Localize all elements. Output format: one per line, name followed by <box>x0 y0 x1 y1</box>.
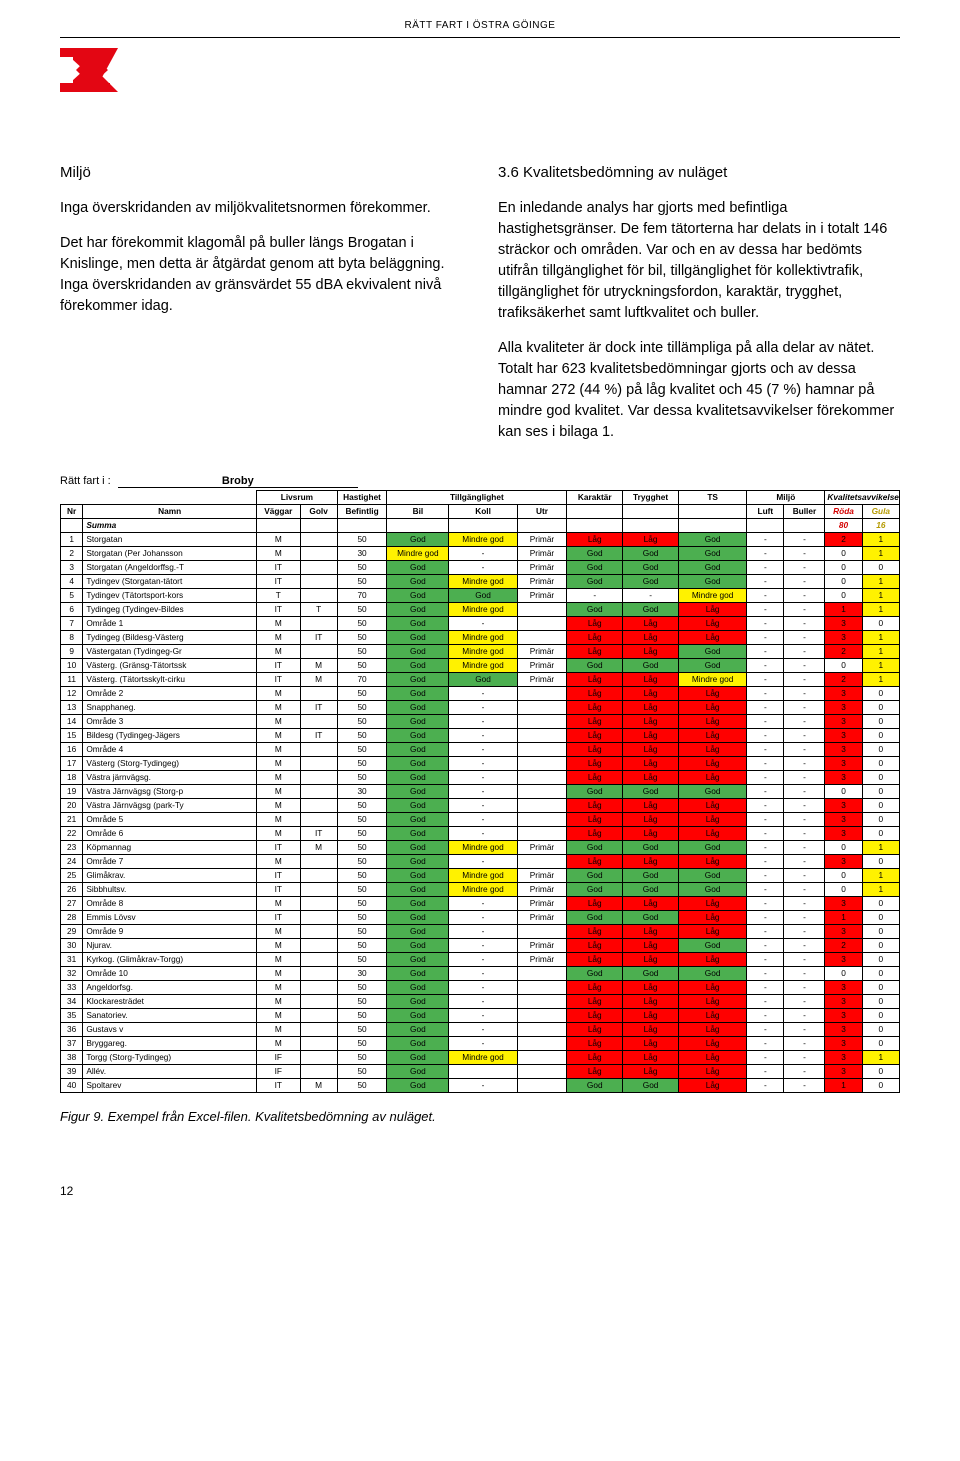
column-header <box>623 504 679 518</box>
table-row: 32Område 10M30God-GodGodGod--00 <box>61 966 900 980</box>
table-row: 15Bildesg (Tydingeg-JägersMIT50God-LågLå… <box>61 728 900 742</box>
group-header <box>83 490 257 504</box>
column-header: Röda <box>825 504 862 518</box>
table-row: 28Emmis LövsvIT50God-PrimärGodGodLåg--10 <box>61 910 900 924</box>
table-row: 4Tydingev (Storgatan-tätortIT50GodMindre… <box>61 574 900 588</box>
table-row: 3Storgatan (Angeldorffsg.-TIT50God-Primä… <box>61 560 900 574</box>
table-row: 14Område 3M50God-LågLågLåg--30 <box>61 714 900 728</box>
group-header: Hastighet <box>337 490 387 504</box>
quality-table: LivsrumHastighetTillgänglighetKaraktärTr… <box>60 490 900 1093</box>
table-row: 13Snapphaneg.MIT50God-LågLågLåg--30 <box>61 700 900 714</box>
table-row: 29Område 9M50God-LågLågLåg--30 <box>61 924 900 938</box>
column-header: Luft <box>747 504 784 518</box>
table-row: 37Bryggareg.M50God-LågLågLåg--30 <box>61 1036 900 1050</box>
group-header: Karaktär <box>567 490 623 504</box>
right-p1: En inledande analys har gjorts med befin… <box>498 198 900 324</box>
table-row: 9Västergatan (Tydingeg-GrM50GodMindre go… <box>61 644 900 658</box>
table-row: 7Område 1M50God-LågLågLåg--30 <box>61 616 900 630</box>
table-row: 11Västerg. (Tätortsskylt-cirkuITM70GodGo… <box>61 672 900 686</box>
table-row: 2Storgatan (Per JohanssonM30Mindre god-P… <box>61 546 900 560</box>
logo <box>60 48 900 92</box>
table-row: 6Tydingeg (Tydingev-BildesITT50GodMindre… <box>61 602 900 616</box>
table-row: 12Område 2M50God-LågLågLåg--30 <box>61 686 900 700</box>
column-header: Gula <box>862 504 899 518</box>
table-row: 25Glimåkrav.IT50GodMindre godPrimärGodGo… <box>61 868 900 882</box>
table-row: 26Sibbhultsv.IT50GodMindre godPrimärGodG… <box>61 882 900 896</box>
left-heading: Miljö <box>60 162 462 184</box>
column-header: Buller <box>784 504 825 518</box>
group-header: Kvalitetsavvikelser <box>825 490 900 504</box>
group-header <box>61 490 83 504</box>
table-row: 5Tydingev (Tätortsport-korsT70GodGodPrim… <box>61 588 900 602</box>
group-header: TS <box>679 490 747 504</box>
left-p2: Det har förekommit klagomål på buller lä… <box>60 233 462 317</box>
group-header: Miljö <box>747 490 825 504</box>
table-row: 16Område 4M50God-LågLågLåg--30 <box>61 742 900 756</box>
logo-chevron-icon <box>60 48 132 92</box>
column-header <box>567 504 623 518</box>
table-row: 20Västra Järnvägsg (park-TyM50God-LågLåg… <box>61 798 900 812</box>
table-row: 36Gustavs vM50God-LågLågLåg--30 <box>61 1022 900 1036</box>
sheet-title: Rätt fart i : Broby <box>60 475 900 488</box>
column-header: Utr <box>517 504 567 518</box>
column-header: Nr <box>61 504 83 518</box>
page-number: 12 <box>60 1184 900 1198</box>
table-row: 17Västerg (Storg-Tydingeg)M50God-LågLågL… <box>61 756 900 770</box>
right-heading: 3.6 Kvalitetsbedömning av nuläget <box>498 162 900 184</box>
left-p1: Inga överskridanden av miljökvalitetsnor… <box>60 198 462 219</box>
column-header: Befintlig <box>337 504 387 518</box>
group-header: Tillgänglighet <box>387 490 567 504</box>
column-header: Koll <box>449 504 517 518</box>
table-row: 21Område 5M50God-LågLågLåg--30 <box>61 812 900 826</box>
figure-caption: Figur 9. Exempel från Excel-filen. Kvali… <box>60 1109 900 1124</box>
column-header: Golv <box>300 504 337 518</box>
table-row: 8Tydingeg (Bildesg-VästergMIT50GodMindre… <box>61 630 900 644</box>
table-row: 24Område 7M50God-LågLågLåg--30 <box>61 854 900 868</box>
table-row: 30Njurav.M50God-PrimärLågLågGod--20 <box>61 938 900 952</box>
table-row: 31Kyrkog. (Glimåkrav-Torgg)M50God-Primär… <box>61 952 900 966</box>
table-row: 38Torgg (Storg-Tydingeg)IF50GodMindre go… <box>61 1050 900 1064</box>
table-row: 19Västra Järnvägsg (Storg-pM30God-GodGod… <box>61 784 900 798</box>
column-header: Väggar <box>257 504 300 518</box>
table-row: 40SpoltarevITM50God-GodGodLåg--10 <box>61 1078 900 1092</box>
table-row: 33Angeldorfsg.M50God-LågLågLåg--30 <box>61 980 900 994</box>
table-row: 27Område 8M50God-PrimärLågLågLåg--30 <box>61 896 900 910</box>
column-header: Bil <box>387 504 449 518</box>
table-row: 18Västra järnvägsg.M50God-LågLågLåg--30 <box>61 770 900 784</box>
right-column: 3.6 Kvalitetsbedömning av nuläget En inl… <box>498 162 900 457</box>
running-header: RÄTT FART I ÖSTRA GÖINGE <box>60 20 900 31</box>
table-row: 23KöpmannagITM50GodMindre godPrimärGodGo… <box>61 840 900 854</box>
column-header <box>679 504 747 518</box>
group-header: Trygghet <box>623 490 679 504</box>
header-rule <box>60 37 900 38</box>
two-column-text: Miljö Inga överskridanden av miljökvalit… <box>60 162 900 457</box>
sheet-value: Broby <box>118 475 358 488</box>
table-row: 39Allév.IF50GodLågLågLåg--30 <box>61 1064 900 1078</box>
column-header: Namn <box>83 504 257 518</box>
table-row: 34KlockaresträdetM50God-LågLågLåg--30 <box>61 994 900 1008</box>
summa-row: Summa8016 <box>61 518 900 532</box>
group-header: Livsrum <box>257 490 338 504</box>
left-column: Miljö Inga överskridanden av miljökvalit… <box>60 162 462 457</box>
table-row: 1StorgatanM50GodMindre godPrimärLågLågGo… <box>61 532 900 546</box>
right-p2: Alla kvaliteter är dock inte tillämpliga… <box>498 338 900 443</box>
sheet-label: Rätt fart i : <box>60 475 111 487</box>
table-row: 10Västerg. (Gränsg-TätortsskITM50GodMind… <box>61 658 900 672</box>
table-row: 35Sanatoriev.M50God-LågLågLåg--30 <box>61 1008 900 1022</box>
table-row: 22Område 6MIT50God-LågLågLåg--30 <box>61 826 900 840</box>
